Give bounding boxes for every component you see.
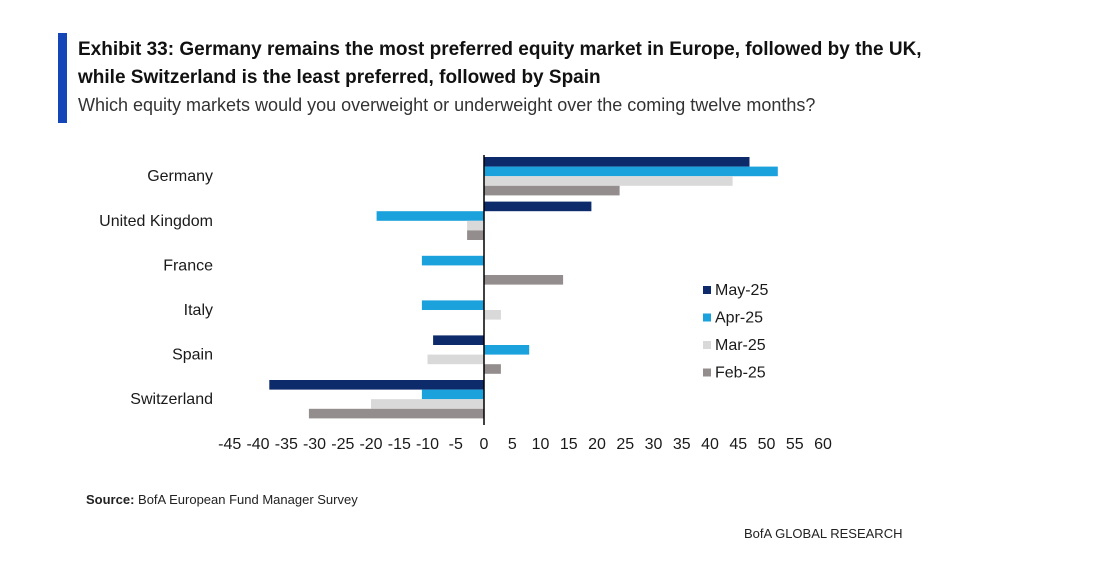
bar-france-apr-25 bbox=[421, 255, 484, 266]
accent-bar bbox=[58, 33, 67, 123]
x-tick-label: 5 bbox=[508, 436, 517, 453]
bar-germany-feb-25 bbox=[484, 185, 620, 196]
x-tick-label: -10 bbox=[416, 436, 439, 453]
legend-swatch-may-25 bbox=[703, 286, 711, 294]
legend-label-apr-25: Apr-25 bbox=[715, 310, 763, 327]
x-tick-label: 30 bbox=[645, 436, 663, 453]
bar-switzerland-mar-25 bbox=[371, 399, 484, 409]
exhibit-subtitle: Which equity markets would you overweigh… bbox=[78, 95, 816, 115]
legend-swatch-mar-25 bbox=[703, 341, 711, 349]
bar-spain-may-25 bbox=[433, 335, 484, 345]
bar-spain-apr-25 bbox=[484, 345, 530, 355]
title-line-1: Exhibit 33: Germany remains the most pre… bbox=[78, 39, 922, 60]
bar-italy-apr-25 bbox=[421, 300, 484, 310]
x-tick-label: -20 bbox=[359, 436, 382, 453]
title-line-2: while Switzerland is the least preferred… bbox=[78, 67, 601, 88]
source-note: Source: BofA European Fund Manager Surve… bbox=[86, 492, 358, 507]
x-tick-label: 50 bbox=[758, 436, 776, 453]
x-tick-label: 20 bbox=[588, 436, 606, 453]
category-label-france: France bbox=[163, 257, 213, 274]
x-tick-label: 40 bbox=[701, 436, 719, 453]
bar-italy-mar-25 bbox=[484, 310, 501, 320]
x-tick-label: -5 bbox=[449, 436, 463, 453]
bar-switzerland-may-25 bbox=[269, 380, 484, 390]
category-label-germany: Germany bbox=[147, 168, 213, 185]
category-label-switzerland: Switzerland bbox=[130, 391, 213, 408]
legend-label-feb-25: Feb-25 bbox=[715, 365, 766, 382]
bar-france-feb-25 bbox=[484, 275, 564, 285]
bar-spain-feb-25 bbox=[484, 364, 501, 374]
category-label-united-kingdom: United Kingdom bbox=[99, 213, 213, 230]
x-tick-label: -45 bbox=[218, 436, 241, 453]
bar-united-kingdom-feb-25 bbox=[467, 230, 484, 240]
legend-swatch-apr-25 bbox=[703, 313, 711, 322]
x-tick-label: 25 bbox=[616, 436, 634, 453]
x-tick-label: 45 bbox=[729, 436, 747, 453]
x-tick-label: 0 bbox=[480, 436, 489, 453]
legend-swatch-feb-25 bbox=[703, 368, 711, 377]
bar-germany-may-25 bbox=[484, 157, 750, 167]
bar-united-kingdom-may-25 bbox=[484, 201, 592, 212]
bar-united-kingdom-apr-25 bbox=[376, 211, 484, 221]
x-tick-label: -15 bbox=[388, 436, 411, 453]
legend-label-may-25: May-25 bbox=[715, 282, 768, 299]
x-tick-label: -35 bbox=[275, 436, 298, 453]
x-tick-label: -25 bbox=[331, 436, 354, 453]
x-tick-label: 10 bbox=[532, 436, 550, 453]
bar-switzerland-feb-25 bbox=[308, 408, 484, 419]
category-label-italy: Italy bbox=[184, 302, 213, 319]
exhibit-title: Exhibit 33: Germany remains the most pre… bbox=[78, 36, 978, 92]
bar-spain-mar-25 bbox=[427, 354, 484, 365]
x-tick-label: 55 bbox=[786, 436, 804, 453]
category-label-spain: Spain bbox=[172, 347, 213, 364]
x-tick-label: 35 bbox=[673, 436, 691, 453]
x-tick-label: -30 bbox=[303, 436, 326, 453]
bar-germany-mar-25 bbox=[484, 176, 733, 186]
bar-germany-apr-25 bbox=[484, 166, 778, 177]
x-tick-label: 15 bbox=[560, 436, 578, 453]
bar-switzerland-apr-25 bbox=[421, 389, 484, 400]
x-tick-label: 60 bbox=[814, 436, 832, 453]
source-label: Source: bbox=[86, 492, 135, 507]
bar-united-kingdom-mar-25 bbox=[467, 220, 484, 231]
source-text: BofA European Fund Manager Survey bbox=[138, 492, 358, 507]
x-tick-label: -40 bbox=[246, 436, 269, 453]
brand-footer: BofA GLOBAL RESEARCH bbox=[744, 526, 903, 541]
legend-label-mar-25: Mar-25 bbox=[715, 337, 766, 354]
